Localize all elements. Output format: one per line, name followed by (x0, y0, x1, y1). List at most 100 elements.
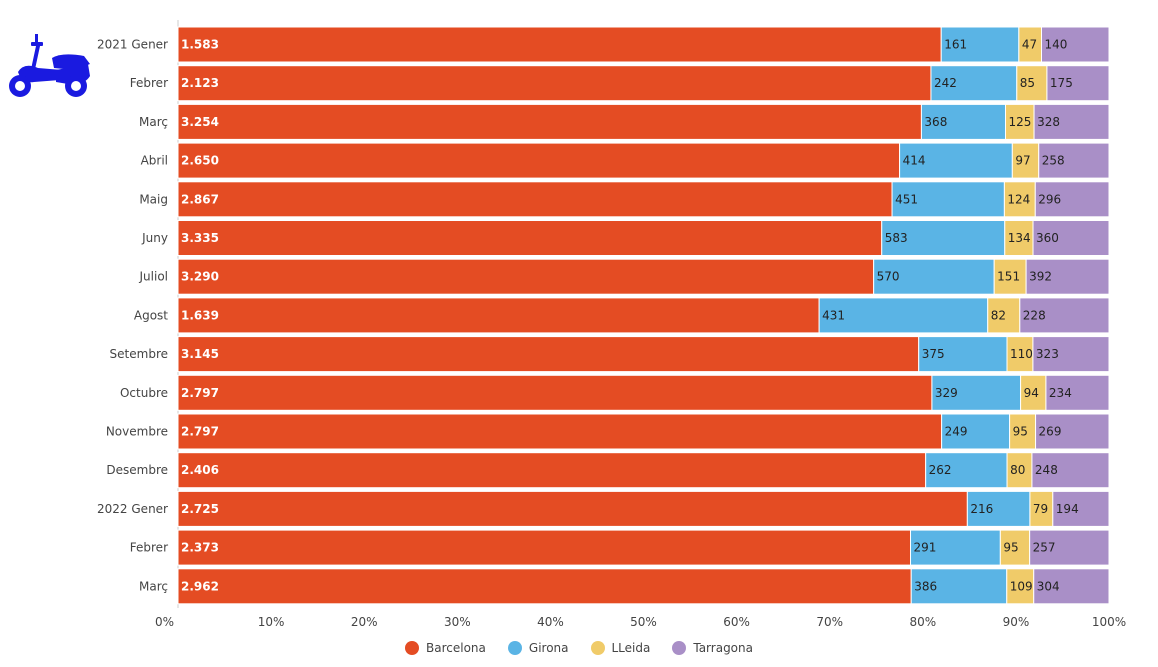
bar-segment-lleida (987, 297, 1021, 334)
data-label-girona: 249 (945, 425, 968, 439)
data-label-barcelona: 2.797 (181, 386, 219, 400)
data-label-tarragona: 323 (1036, 347, 1059, 361)
bar-segment-girona (930, 65, 1018, 102)
bar-segment-barcelona (177, 490, 968, 527)
bar-segment-tarragona (1035, 413, 1110, 450)
data-label-girona: 161 (944, 38, 967, 52)
data-label-barcelona: 1.583 (181, 38, 219, 52)
legend-swatch (590, 641, 605, 655)
bar-segment-barcelona (177, 452, 927, 489)
bar-segment-girona (881, 220, 1006, 256)
bar-segment-tarragona (1052, 490, 1110, 527)
data-label-lleida: 95 (1013, 425, 1028, 439)
data-label-girona: 583 (885, 231, 908, 245)
bar-segment-girona (918, 336, 1008, 373)
x-tick-label: 70% (816, 615, 843, 629)
data-label-barcelona: 2.725 (181, 502, 219, 516)
x-tick-label: 100% (1092, 615, 1126, 629)
category-label: Febrer (130, 76, 168, 90)
data-label-barcelona: 2.867 (181, 192, 219, 206)
data-label-lleida: 125 (1009, 115, 1032, 129)
bar-segment-barcelona (177, 65, 932, 102)
data-label-lleida: 134 (1008, 231, 1031, 245)
legend-swatch (507, 641, 522, 655)
bar-segment-tarragona (1041, 26, 1110, 63)
data-label-lleida: 85 (1020, 76, 1035, 90)
data-label-tarragona: 328 (1037, 115, 1060, 129)
bar-segment-tarragona (1019, 297, 1110, 334)
x-tick-label: 30% (444, 615, 471, 629)
data-label-tarragona: 228 (1023, 308, 1046, 322)
data-label-girona: 242 (934, 76, 957, 90)
category-label: Novembre (106, 425, 168, 439)
bar-segment-lleida (1016, 65, 1048, 102)
legend-item-lleida[interactable]: LLeida (590, 641, 650, 655)
bar-segment-barcelona (177, 181, 893, 218)
bar-segment-girona (910, 529, 1001, 566)
bar-segment-tarragona (1034, 181, 1110, 218)
data-label-girona: 570 (877, 270, 900, 284)
legend-label: Barcelona (426, 641, 486, 655)
bar-segment-barcelona (177, 103, 922, 140)
x-tick-label: 40% (537, 615, 564, 629)
bar-segment-lleida (1003, 181, 1036, 218)
x-tick-label: 50% (630, 615, 657, 629)
bar-segment-barcelona (177, 297, 820, 334)
data-label-lleida: 82 (991, 308, 1006, 322)
bar-segment-girona (891, 181, 1005, 218)
category-label: 2021 Gener (97, 38, 168, 52)
data-label-barcelona: 3.254 (181, 115, 219, 129)
legend: Barcelona Girona LLeida Tarragona (0, 638, 1158, 658)
category-label: Abril (141, 154, 168, 168)
category-label: Setembre (110, 347, 168, 361)
category-label: 2022 Gener (97, 502, 168, 516)
x-tick-label: 0% (155, 615, 174, 629)
x-axis-tick-labels: 0% 10% 20% 30% 40% 50% 60% 70% 80% 90% 100% (155, 615, 1126, 629)
bar-segment-lleida (1006, 336, 1034, 373)
bar-segment-tarragona (1025, 258, 1110, 295)
bar-segment-barcelona (177, 26, 942, 63)
bar-segment-barcelona (177, 529, 912, 566)
x-tick-label: 90% (1003, 615, 1030, 629)
data-label-girona: 375 (922, 347, 945, 361)
data-label-barcelona: 3.290 (181, 270, 219, 284)
x-tick-label: 60% (723, 615, 750, 629)
data-label-girona: 386 (914, 579, 937, 593)
bar-segment-barcelona (177, 568, 912, 605)
x-tick-label: 80% (909, 615, 936, 629)
bar-segment-girona (966, 490, 1031, 527)
scooter-icon (9, 34, 90, 97)
legend-item-tarragona[interactable]: Tarragona (672, 641, 753, 655)
bar-segment-girona (920, 103, 1007, 140)
bar-segment-tarragona (1033, 103, 1110, 140)
data-label-barcelona: 3.335 (181, 231, 219, 245)
bar-segment-lleida (993, 258, 1027, 295)
data-label-lleida: 110 (1010, 347, 1033, 361)
category-label: Octubre (120, 386, 168, 400)
bar-segment-tarragona (1032, 336, 1110, 373)
data-label-lleida: 79 (1033, 502, 1048, 516)
bar-segment-girona (818, 297, 989, 334)
legend-item-barcelona[interactable]: Barcelona (405, 641, 486, 655)
category-labels: 2021 Gener Febrer Març Abril Maig Juny Juliol A… (97, 38, 168, 594)
bar-segment-barcelona (177, 258, 875, 295)
bar-segment-barcelona (177, 336, 920, 373)
bars-group: 1.583 161 47 140 2.123 242 85 175 3.254 368 125 328… (177, 26, 1110, 605)
legend-item-girona[interactable]: Girona (507, 641, 569, 655)
data-label-lleida: 151 (997, 270, 1020, 284)
legend-swatch (672, 641, 687, 655)
data-label-girona: 329 (935, 386, 958, 400)
x-tick-label: 10% (258, 615, 285, 629)
data-label-tarragona: 248 (1035, 463, 1058, 477)
category-label: Febrer (130, 541, 168, 555)
data-label-tarragona: 258 (1042, 154, 1065, 168)
data-label-barcelona: 2.406 (181, 463, 219, 477)
category-label: Juny (141, 231, 168, 245)
data-label-girona: 262 (929, 463, 952, 477)
category-label: Desembre (106, 463, 168, 477)
category-label: Agost (134, 308, 168, 322)
bar-segment-tarragona (1029, 529, 1110, 566)
data-label-tarragona: 194 (1056, 502, 1079, 516)
data-label-barcelona: 2.650 (181, 154, 219, 168)
legend-label: Tarragona (693, 641, 753, 655)
